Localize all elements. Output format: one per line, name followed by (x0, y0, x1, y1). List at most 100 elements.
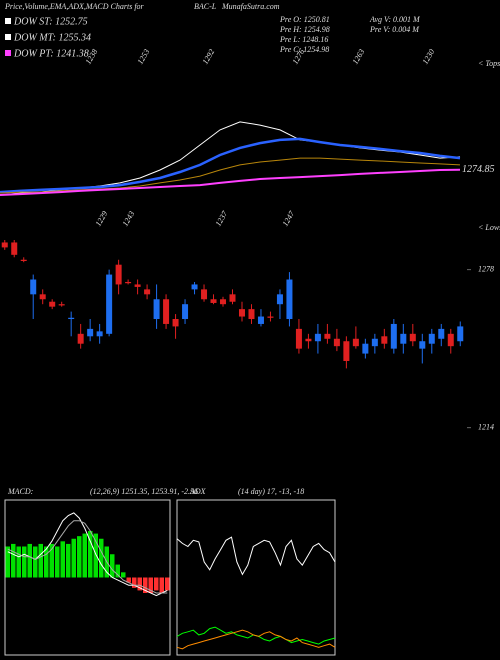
candle-body (238, 309, 245, 317)
histogram-bar (60, 541, 65, 578)
candle-body (333, 338, 340, 347)
histogram-bar (82, 533, 87, 578)
histogram-bar (27, 543, 32, 578)
legend-label: DOW ST: 1252.75 (13, 16, 88, 27)
series-line (0, 157, 461, 194)
candle-body (409, 333, 416, 342)
candle-body (362, 343, 369, 354)
histogram-bar (5, 546, 10, 578)
histogram-bar (77, 536, 82, 578)
last-value: 1274.85 (462, 164, 495, 175)
candle-body (220, 299, 227, 305)
candle-body (11, 242, 18, 255)
histogram-bar (33, 546, 38, 578)
histogram-bar (143, 577, 148, 593)
candle-body (172, 319, 179, 327)
candle-body (106, 274, 113, 334)
candle-body (352, 338, 359, 347)
series-line (0, 137, 461, 194)
candle-body (163, 299, 170, 324)
candle-body (438, 328, 445, 339)
series-line (7, 520, 168, 594)
histogram-bar (99, 538, 104, 578)
candle-body (428, 333, 435, 344)
candle-body (30, 279, 37, 295)
legend-swatch (5, 50, 11, 56)
candle-body (305, 338, 312, 342)
series-line (176, 629, 336, 650)
histogram-bar (159, 577, 164, 593)
candle-body (191, 284, 198, 290)
histogram-bar (66, 543, 71, 578)
panel-title: ADX (189, 487, 207, 496)
site: MunafaSutra.com (221, 2, 280, 11)
histogram-bar (121, 572, 126, 578)
candle-body (20, 259, 27, 261)
adx-frame (176, 499, 336, 656)
page-title: Price,Volume,EMA,ADX,MACD Charts for (4, 2, 145, 11)
candle-body (381, 336, 388, 344)
histogram-bar (16, 546, 21, 578)
panel-subtitle: (12,26,9) 1251.35, 1253.91, -2.56 (90, 487, 198, 496)
candle-body (400, 333, 407, 344)
candle-body (49, 301, 56, 307)
candle-body (257, 316, 264, 324)
legend-swatch (5, 34, 11, 40)
series-line (176, 536, 336, 576)
candle-body (1, 242, 8, 248)
candle-body (144, 289, 151, 295)
candle-body (371, 338, 378, 347)
stat: Pre L: 1248.16 (279, 35, 328, 44)
histogram-bar (110, 554, 115, 578)
panel-title: MACD: (7, 487, 34, 496)
candle-body (201, 289, 208, 300)
stat: Pre O: 1250.81 (279, 15, 330, 24)
legend-swatch (5, 18, 11, 24)
candle-body (314, 333, 321, 342)
candle-body (447, 333, 454, 347)
histogram-bar (154, 577, 159, 591)
candle-body (115, 264, 122, 285)
y-tick-label: 1214 (478, 422, 494, 431)
candle-body (229, 294, 236, 302)
stat: Pre H: 1254.98 (279, 25, 330, 34)
histogram-bar (93, 533, 98, 578)
candle-body (68, 317, 75, 320)
candle-body (182, 304, 189, 320)
legend-label: DOW MT: 1255.34 (13, 32, 91, 43)
candle-body (457, 326, 464, 342)
lows-marker: < Lows (478, 223, 500, 232)
candle-body (134, 284, 141, 287)
stat: Pre C: 1254.98 (279, 45, 329, 54)
candle-body (210, 299, 217, 303)
histogram-bar (71, 538, 76, 578)
histogram-bar (115, 564, 120, 578)
y-tick-label: 1278 (478, 264, 494, 273)
candle-body (39, 294, 46, 300)
histogram-bar (11, 543, 16, 578)
candle-body (286, 279, 293, 320)
candle-body (343, 341, 350, 361)
symbol: BAC-L (194, 2, 217, 11)
candle-body (324, 333, 331, 339)
histogram-bar (148, 577, 153, 593)
histogram-bar (132, 577, 137, 588)
candle-body (276, 294, 283, 305)
histogram-bar (44, 546, 49, 578)
candle-body (58, 304, 65, 306)
histogram-bar (49, 543, 54, 578)
candle-body (390, 323, 397, 349)
candle-body (96, 331, 103, 337)
histogram-bar (38, 543, 43, 578)
histogram-bar (55, 546, 60, 578)
candle-body (125, 281, 132, 284)
histogram-bar (22, 546, 27, 578)
candle-body (153, 299, 160, 320)
candle-body (248, 309, 255, 320)
tops-marker: < Tops (478, 59, 500, 68)
histogram-bar (126, 577, 131, 583)
panel-subtitle: (14 day) 17, -13, -18 (238, 487, 304, 496)
candle-body (419, 341, 426, 349)
histogram-bar (137, 577, 142, 591)
